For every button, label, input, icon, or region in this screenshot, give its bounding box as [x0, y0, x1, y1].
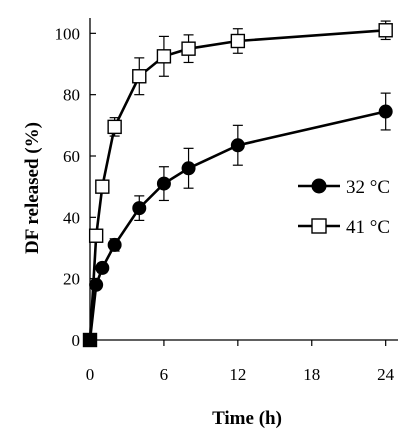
data-point	[95, 179, 110, 194]
data-point	[156, 49, 172, 64]
data-point	[107, 237, 122, 252]
data-point	[230, 138, 245, 153]
data-point	[132, 201, 147, 216]
x-axis-label: Time (h)	[212, 408, 282, 429]
data-point	[230, 33, 246, 49]
data-point	[181, 41, 196, 56]
x-tick-label: 6	[160, 365, 169, 384]
data-point	[95, 260, 110, 275]
legend-marker	[311, 218, 327, 234]
y-axis-label: DF released (%)	[22, 122, 43, 254]
data-point	[156, 176, 171, 191]
y-tick-label: 80	[63, 86, 80, 105]
x-tick-label: 18	[303, 365, 320, 384]
y-tick-label: 20	[63, 270, 80, 289]
legend: 32 °C 41 °C	[298, 177, 390, 238]
y-ticks: 0 20 40 60 80 100	[55, 24, 96, 350]
series-layer	[82, 20, 393, 348]
data-point	[132, 69, 147, 84]
series-2	[82, 20, 393, 348]
data-point	[107, 119, 122, 135]
data-point	[89, 277, 104, 292]
y-tick-label: 40	[63, 208, 80, 227]
x-ticks: 0 6 12 18 24	[86, 340, 395, 384]
legend-label: 32 °C	[346, 177, 390, 198]
data-point	[378, 23, 393, 38]
legend-marker	[311, 178, 327, 194]
x-tick-label: 24	[377, 365, 395, 384]
data-point	[88, 228, 104, 243]
x-tick-label: 12	[229, 365, 246, 384]
data-point	[378, 104, 393, 119]
y-tick-label: 100	[55, 24, 81, 43]
y-tick-label: 60	[63, 147, 80, 166]
y-tick-label: 0	[72, 331, 81, 350]
data-point	[181, 161, 196, 176]
x-tick-label: 0	[86, 365, 95, 384]
legend-label: 41 °C	[346, 217, 390, 238]
origin-point	[84, 334, 96, 346]
